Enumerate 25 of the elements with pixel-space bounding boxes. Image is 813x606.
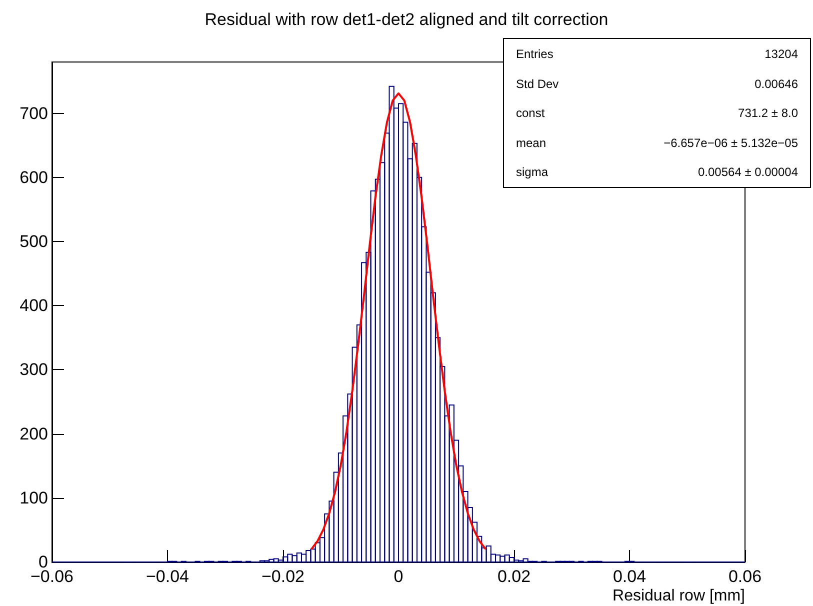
- text: 0.00646: [754, 76, 798, 90]
- text: Entries: [516, 47, 554, 61]
- x-tick-label: 0.04: [612, 567, 646, 586]
- annotation: −6.657e−06 ± 5.132e−05: [664, 136, 798, 150]
- x-tick-label: −0.04: [146, 567, 190, 586]
- x-tick-label: −0.02: [261, 567, 305, 586]
- chart-title: Residual with row det1-det2 aligned and tilt correction: [204, 10, 608, 29]
- annotation: mean: [516, 136, 546, 150]
- y-tick-label: 600: [20, 168, 48, 187]
- annotation: Std Dev: [516, 76, 559, 90]
- annotation: const: [516, 106, 545, 120]
- y-tick-label: 700: [20, 104, 48, 123]
- y-tick-label: 100: [20, 488, 48, 508]
- x-tick-label: 0: [394, 567, 404, 586]
- text: 13204: [764, 47, 798, 61]
- y-tick-label: 300: [20, 360, 48, 380]
- annotation: 0.00564 ± 0.00004: [698, 165, 798, 179]
- annotation: sigma: [516, 165, 548, 179]
- y-tick-label: 400: [20, 296, 48, 316]
- x-axis-title: Residual row [mm]: [612, 588, 746, 604]
- y-tick-label: 500: [20, 232, 48, 251]
- y-tick-label: 200: [20, 424, 48, 444]
- annotation: 731.2 ± 8.0: [738, 106, 798, 120]
- x-tick-label: 0.06: [728, 567, 762, 586]
- x-tick-label: 0.02: [497, 567, 531, 586]
